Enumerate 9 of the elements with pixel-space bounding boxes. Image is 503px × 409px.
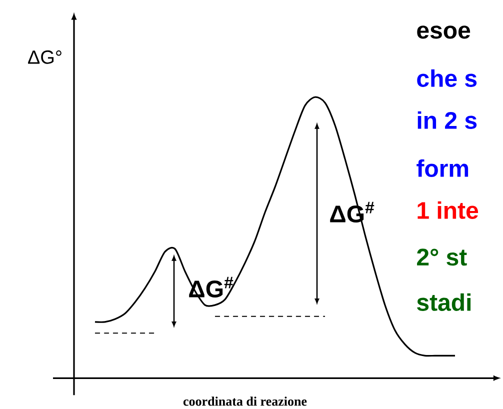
- x-axis-title: coordinata di reazione: [183, 396, 307, 406]
- text: che s: [417, 69, 477, 87]
- text: esoe: [417, 26, 470, 39]
- annotation: form: [416, 159, 468, 177]
- annotation: stadi: [417, 293, 471, 311]
- y-axis-title: ΔG°: [28, 50, 62, 64]
- annotation: 1 inte: [418, 201, 478, 219]
- annotation: 2° st: [417, 248, 467, 266]
- annotation: in 2 s: [418, 111, 477, 129]
